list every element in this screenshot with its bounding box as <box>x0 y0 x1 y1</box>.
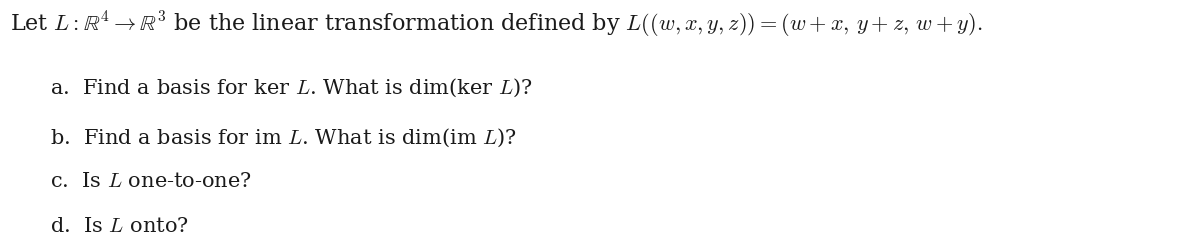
Text: d.  Is $L$ onto?: d. Is $L$ onto? <box>50 217 190 236</box>
Text: b.  Find a basis for im $L$. What is dim(im $L$)?: b. Find a basis for im $L$. What is dim(… <box>50 127 517 149</box>
Text: Let $L : \mathbb{R}^4 \rightarrow \mathbb{R}^3$ be the linear transformation def: Let $L : \mathbb{R}^4 \rightarrow \mathb… <box>10 10 982 40</box>
Text: c.  Is $L$ one-to-one?: c. Is $L$ one-to-one? <box>50 172 252 191</box>
Text: a.  Find a basis for ker $L$. What is dim(ker $L$)?: a. Find a basis for ker $L$. What is dim… <box>50 76 533 99</box>
